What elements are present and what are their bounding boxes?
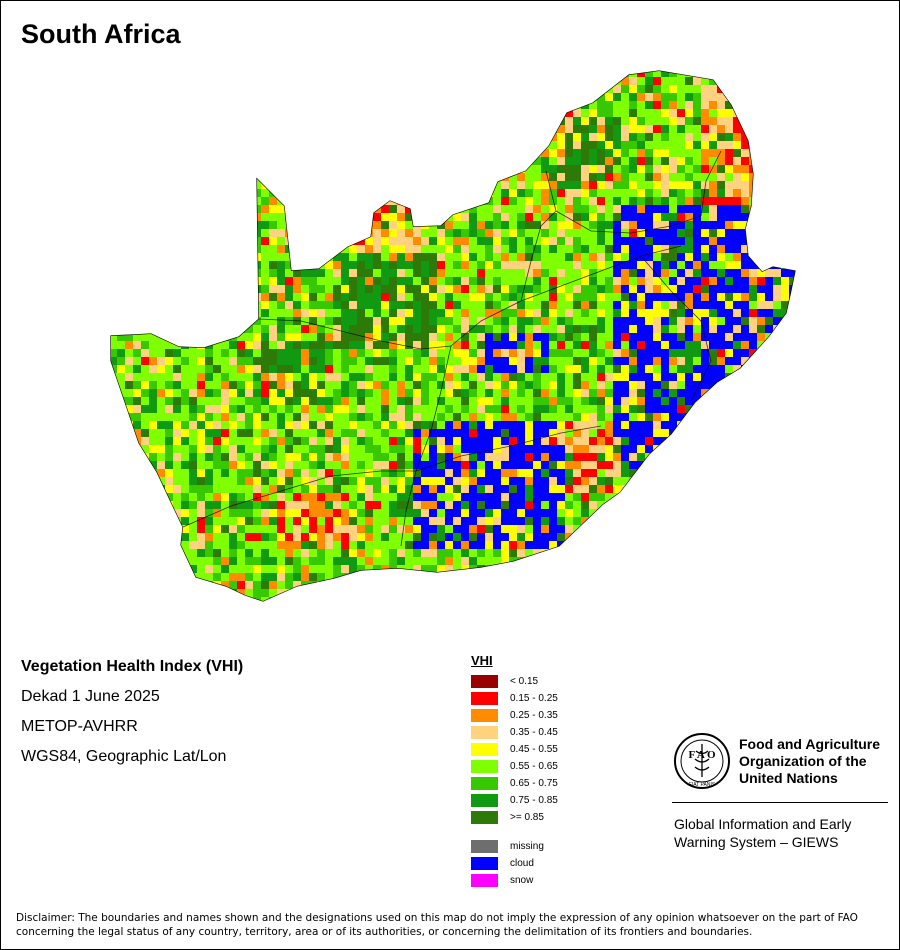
legend-label: snow bbox=[510, 875, 534, 886]
legend-label: 0.15 - 0.25 bbox=[510, 693, 558, 704]
province-boundaries bbox=[182, 150, 722, 547]
legend-swatch bbox=[471, 743, 498, 756]
legend-swatch bbox=[471, 726, 498, 739]
legend-swatch bbox=[471, 692, 498, 705]
legend-label: 0.35 - 0.45 bbox=[510, 727, 558, 738]
legend-item: 0.45 - 0.55 bbox=[471, 741, 558, 758]
legend-title: VHI bbox=[471, 653, 493, 668]
vhi-map bbox=[110, 70, 796, 602]
legend-swatch bbox=[471, 777, 498, 790]
legend-label: 0.75 - 0.85 bbox=[510, 795, 558, 806]
legend-swatch bbox=[471, 874, 498, 887]
legend-item: snow bbox=[471, 872, 558, 889]
legend-swatch bbox=[471, 709, 498, 722]
legend-swatch bbox=[471, 675, 498, 688]
legend-label: < 0.15 bbox=[510, 676, 539, 687]
disclaimer: Disclaimer: The boundaries and names sho… bbox=[16, 912, 858, 938]
legend-item: cloud bbox=[471, 855, 558, 872]
legend-swatch bbox=[471, 760, 498, 773]
legend-label: cloud bbox=[510, 858, 534, 869]
legend-item: < 0.15 bbox=[471, 673, 558, 690]
period-label: Dekad 1 June 2025 bbox=[21, 688, 160, 705]
legend-label: 0.65 - 0.75 bbox=[510, 778, 558, 789]
legend-item: 0.55 - 0.65 bbox=[471, 758, 558, 775]
legend-swatch bbox=[471, 840, 498, 853]
legend-item: 0.65 - 0.75 bbox=[471, 775, 558, 792]
giews-name: Global Information and Early Warning Sys… bbox=[674, 816, 852, 850]
vhi-raster-layer bbox=[111, 71, 795, 601]
sensor-label: METOP-AVHRR bbox=[21, 718, 138, 735]
fao-organization-name: Food and Agriculture Organization of the… bbox=[739, 736, 881, 786]
legend: < 0.15 0.15 - 0.25 0.25 - 0.35 0.35 - 0.45 0… bbox=[471, 673, 558, 889]
projection-label: WGS84, Geographic Lat/Lon bbox=[21, 748, 227, 765]
legend-item: 0.25 - 0.35 bbox=[471, 707, 558, 724]
legend-label: >= 0.85 bbox=[510, 812, 544, 823]
legend-swatch bbox=[471, 811, 498, 824]
legend-item: >= 0.85 bbox=[471, 809, 558, 826]
branding-divider bbox=[672, 802, 888, 803]
legend-item: 0.75 - 0.85 bbox=[471, 792, 558, 809]
product-name: Vegetation Health Index (VHI) bbox=[21, 658, 244, 675]
fao-logo-icon: F A O FIAT PANIS bbox=[674, 733, 730, 789]
legend-item: 0.35 - 0.45 bbox=[471, 724, 558, 741]
legend-label: 0.45 - 0.55 bbox=[510, 744, 558, 755]
map-title: South Africa bbox=[21, 19, 181, 49]
legend-swatch bbox=[471, 857, 498, 870]
legend-swatch bbox=[471, 794, 498, 807]
legend-label: 0.25 - 0.35 bbox=[510, 710, 558, 721]
legend-item: 0.15 - 0.25 bbox=[471, 690, 558, 707]
legend-label: missing bbox=[510, 841, 544, 852]
legend-label: 0.55 - 0.65 bbox=[510, 761, 558, 772]
legend-item: missing bbox=[471, 838, 558, 855]
